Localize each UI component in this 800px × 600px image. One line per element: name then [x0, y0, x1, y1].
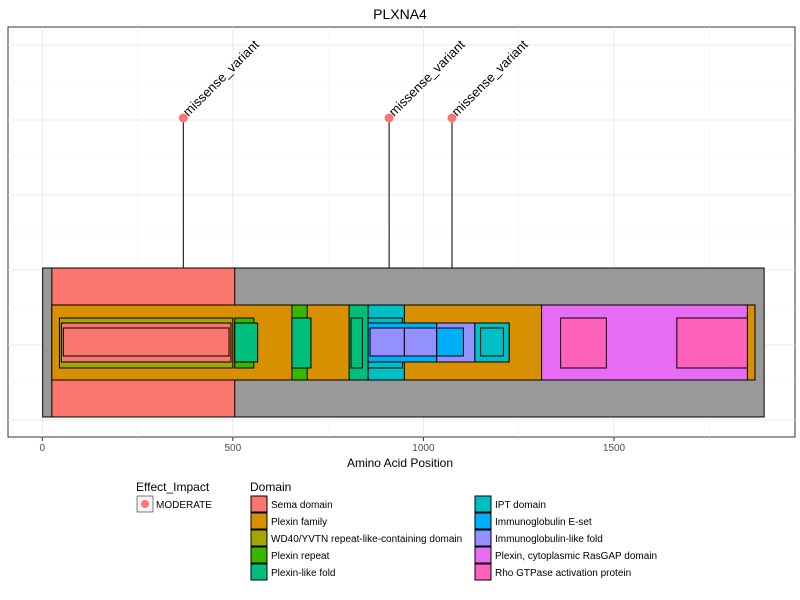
variant-point — [178, 113, 188, 123]
legend-domain-label: Plexin family — [271, 517, 327, 528]
x-axis: 0 500 1000 1500 — [40, 437, 626, 454]
x-tick-label: 1500 — [603, 443, 626, 454]
legend-domain-label: IPT domain — [495, 500, 546, 511]
domain-rect — [480, 327, 504, 357]
legend-domain-label: Rho GTPase activation protein — [495, 568, 631, 579]
plot-area: missense_variant missense_variantmissense… — [7, 26, 796, 438]
domain-rect — [403, 327, 438, 357]
legend-domain-title: Domain — [250, 480, 291, 494]
domain-rect — [62, 327, 230, 357]
legend-domain-swatch — [250, 495, 268, 513]
legend-domain-swatch — [250, 512, 268, 530]
x-axis-label: Amino Acid Position — [347, 456, 453, 470]
chart-title: PLXNA4 — [373, 6, 427, 22]
legend-effect-impact: Effect_Impact MODERATE — [136, 480, 212, 513]
legend-domain-label: Immunoglobulin-like fold — [495, 534, 603, 545]
legend-domain-swatch — [474, 512, 492, 530]
legend-domain-swatch — [474, 563, 492, 581]
domain-rect — [436, 327, 464, 357]
legend-domain-label: Sema domain — [271, 500, 333, 511]
variant-point — [384, 113, 394, 123]
domain-rect — [291, 317, 312, 369]
legend-domain-label: Plexin repeat — [271, 551, 330, 562]
legend-domain-label: Immunoglobulin E-set — [495, 517, 592, 528]
legend-domain-label: WD40/YVTN repeat-like-containing domain — [271, 534, 462, 545]
x-tick-label: 500 — [225, 443, 242, 454]
x-tick-label: 0 — [40, 443, 46, 454]
domain-rect — [560, 317, 607, 369]
legend-domain-swatch — [250, 546, 268, 564]
legend-domain: Domain Sema domain Plexin family WD40/YVTN … — [250, 480, 657, 581]
legend-domain-swatch — [250, 529, 268, 547]
legend-domain-swatch — [474, 546, 492, 564]
domain-rect — [350, 317, 363, 369]
variant-point — [447, 113, 457, 123]
legend-domain-swatch — [474, 529, 492, 547]
legend-domain-label: Plexin-like fold — [271, 568, 335, 579]
legend-domain-label: Plexin, cytoplasmic RasGAP domain — [495, 551, 657, 562]
domain-rect — [369, 327, 405, 357]
domain-rect — [234, 322, 259, 363]
legend-effect-label: MODERATE — [156, 500, 212, 511]
legend-effect-point — [141, 500, 149, 508]
domain-rect — [676, 317, 748, 369]
x-tick-label: 1000 — [412, 443, 435, 454]
legend-domain-swatch — [250, 563, 268, 581]
legend-domain-swatch — [474, 495, 492, 513]
legend-effect-title: Effect_Impact — [136, 480, 210, 494]
